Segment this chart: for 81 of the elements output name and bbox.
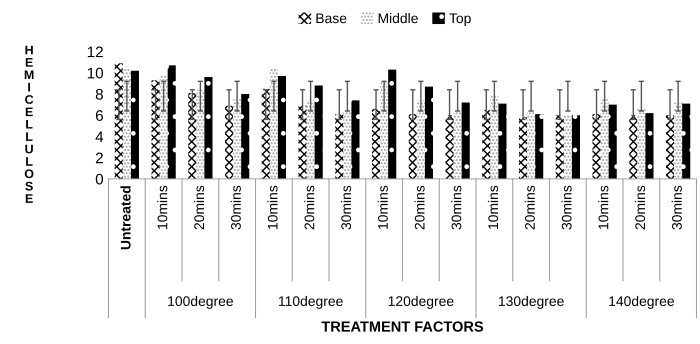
x-tick-label: 30mins: [451, 186, 462, 230]
x-tick-label: 10mins: [378, 186, 388, 229]
bar: [262, 88, 270, 179]
bar: [204, 77, 213, 179]
bar: [372, 108, 380, 179]
legend-label: Middle: [378, 12, 418, 24]
bar: [241, 94, 250, 179]
bar: [424, 86, 434, 179]
bar: [130, 70, 140, 179]
bar: [600, 97, 609, 179]
bar: [188, 92, 196, 179]
y-tick-label: 6: [96, 110, 103, 121]
bar: [233, 99, 242, 179]
x-tick-label: 10mins: [267, 186, 278, 229]
bar: [682, 104, 690, 179]
bar: [482, 110, 490, 179]
bar: [462, 102, 470, 179]
bar: [224, 106, 234, 179]
bar: [314, 86, 323, 179]
bar: [114, 63, 123, 179]
bar: [608, 104, 617, 179]
x-tick-label: 20mins: [524, 186, 535, 230]
x-tick-label: 30mins: [672, 186, 682, 230]
bar: [454, 110, 462, 179]
bar: [490, 95, 498, 179]
bar: [408, 114, 417, 179]
bar: [335, 114, 344, 179]
bar: [674, 102, 682, 179]
y-tick-label: 0: [96, 174, 104, 185]
bar: [556, 115, 564, 179]
bar: [564, 115, 572, 179]
x-tick-label: 30mins: [561, 186, 572, 230]
bar: [518, 117, 528, 179]
bar: [306, 100, 315, 179]
legend-label: Base: [316, 14, 346, 24]
bar: [535, 114, 544, 179]
bar: [666, 115, 674, 179]
y-tick-label: 10: [88, 68, 104, 78]
bar: [445, 115, 454, 179]
text: 130degree: [498, 296, 564, 309]
text: HEMICELLULOSE: [24, 46, 34, 203]
bar: [637, 108, 646, 179]
x-tick-label: 30mins: [230, 186, 241, 230]
x-tick-label: 10mins: [488, 186, 498, 229]
text: 100degree: [168, 296, 233, 309]
x-tick-label: 10mins: [598, 186, 608, 229]
x-tick-label: 20mins: [414, 186, 425, 230]
bar: [168, 65, 176, 179]
x-tick-label: 20mins: [634, 186, 646, 230]
bar: [278, 76, 286, 179]
y-tick-label: 4: [95, 131, 104, 142]
bar: [629, 115, 638, 179]
y-tick-label: 12: [88, 46, 103, 58]
x-axis-title: TREATMENT FACTORS: [322, 321, 484, 332]
bar: [388, 70, 396, 179]
x-tick-label: 10mins: [157, 186, 168, 229]
bar: [645, 113, 654, 179]
bar: [343, 110, 352, 179]
x-tick-label: Untreated: [120, 186, 131, 250]
bar: [380, 81, 388, 179]
bar: [196, 90, 204, 179]
legend-label: Top: [449, 14, 471, 26]
bar: [160, 74, 168, 179]
bar: [416, 100, 425, 179]
text: 110degree: [278, 296, 343, 309]
bar: [592, 114, 601, 179]
bar: [527, 110, 536, 179]
bar: [572, 115, 580, 179]
bar: [298, 106, 307, 179]
bar: [498, 104, 507, 179]
bar: [152, 80, 160, 179]
text: 140degree: [609, 296, 674, 309]
y-tick-label: 8: [96, 88, 103, 100]
x-tick-label: 30mins: [340, 186, 352, 230]
bar: [270, 68, 278, 179]
x-tick-label: 20mins: [194, 186, 204, 230]
text: 120degree: [388, 296, 454, 309]
y-tick-label: 2: [96, 152, 103, 164]
bar: [122, 68, 131, 179]
bar: [351, 100, 360, 179]
x-tick-label: 20mins: [304, 186, 314, 230]
